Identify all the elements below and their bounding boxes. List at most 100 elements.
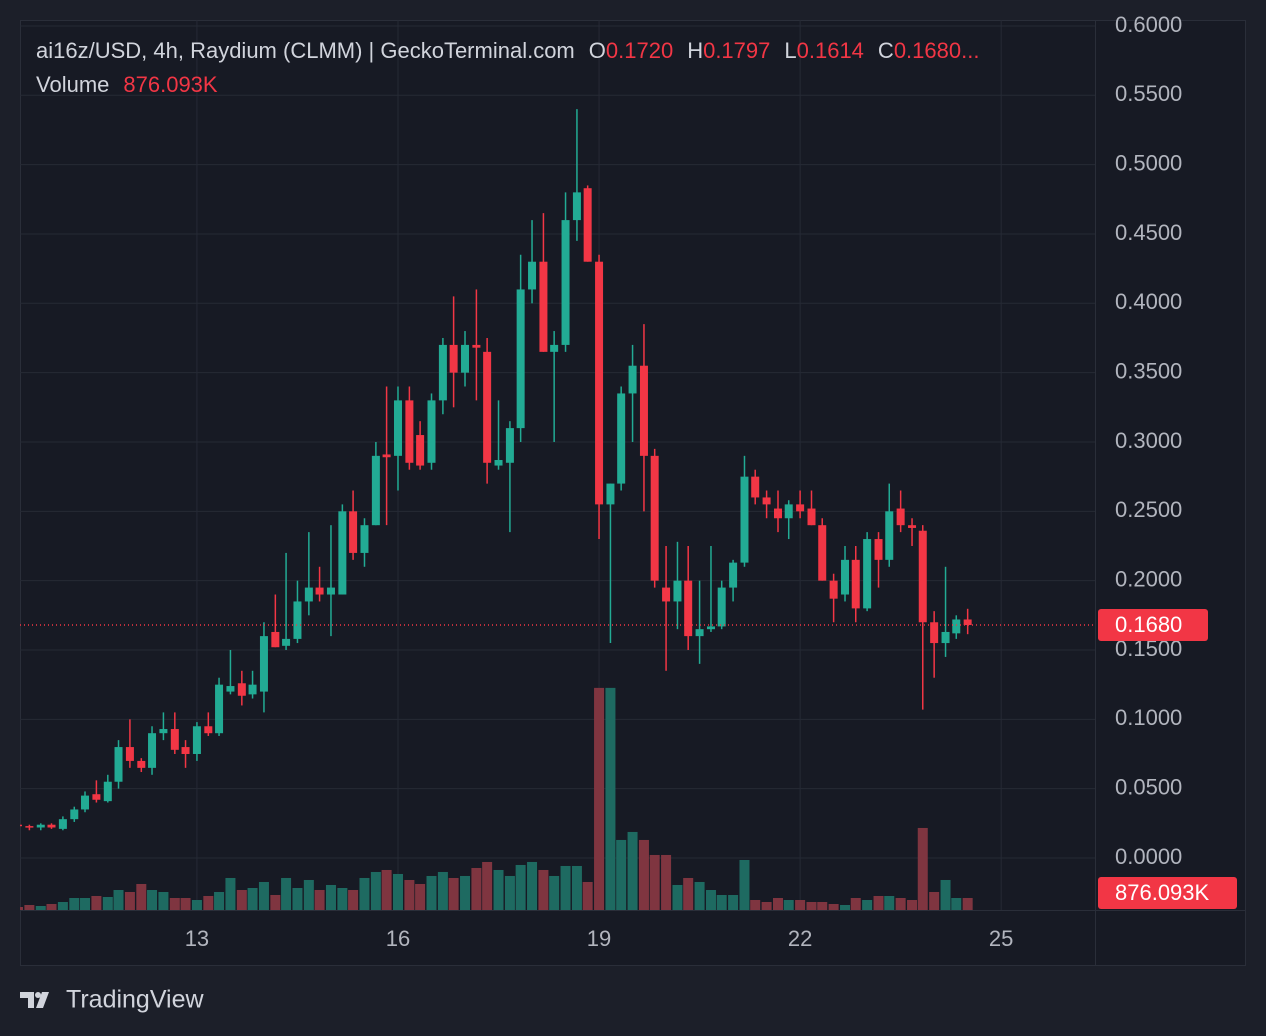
candle-body [740,476,749,563]
volume-bar [191,899,202,910]
volume-bar [649,854,660,910]
candle-body [237,683,246,696]
volume-bar [907,899,918,910]
candle-body [103,781,112,802]
candle-body [595,261,604,505]
volume-bar [292,887,303,910]
x-tick-label: 13 [185,926,209,951]
y-tick-label: 0.0000 [1115,844,1182,869]
low-value: 0.1614 [797,38,864,63]
candle-body [81,795,90,810]
volume-bar [314,889,325,910]
candle-body [315,587,324,595]
candle-body [628,365,637,394]
volume-value: 876.093K [123,72,218,97]
volume-bar [873,895,884,910]
candles [20,109,972,831]
volume-bar [91,895,102,910]
y-tick-label: 0.5500 [1115,81,1182,106]
volume-bar [795,899,806,910]
volume-bar [705,889,716,910]
candle-body [382,454,391,458]
volume-bar [493,869,504,910]
axes: 0.00000.05000.10000.15000.20000.25000.30… [20,12,1237,951]
volume-bar [716,894,727,910]
volume-bar [136,883,147,910]
candle-body [393,400,402,456]
volume-bar [270,894,281,910]
volume-bar [750,899,761,910]
candle-body [472,344,481,348]
candle-body [841,559,850,595]
candle-body [505,428,514,463]
volume-bar [381,869,392,910]
candle-body [684,580,693,637]
candle-body [908,525,917,528]
candle-body [494,460,503,466]
last-volume-box [1098,877,1237,909]
volume-bar [69,897,80,910]
candle-body [650,455,659,581]
volume-bar [661,854,672,910]
volume-bar [951,897,962,910]
candle-body [639,365,648,456]
volume-pane [20,687,973,910]
volume-bar [616,839,627,910]
candle-body [784,504,793,519]
candle-body [125,747,134,761]
candle-body [36,824,45,828]
volume-bar [113,889,124,910]
volume-bar [605,687,616,910]
candle-body [461,344,470,373]
volume-bar [169,897,180,910]
candle-body [438,344,447,401]
volume-bar [527,861,538,910]
candle-body [159,729,168,734]
candle-body [192,726,201,754]
candle-body [204,726,213,734]
candle-body [930,622,939,644]
candle-body [885,511,894,560]
volume-bar [840,904,851,910]
volume-bar [940,879,951,910]
grid [20,20,1095,910]
volume-bar [571,865,582,910]
volume-bar [348,889,359,910]
open-name: O [589,38,606,63]
volume-bar [258,881,269,910]
candle-body [807,508,816,526]
candle-body [114,747,123,782]
volume-bar [281,877,292,910]
candle-body [405,400,414,463]
title: ai16z/USD, 4h, Raydium (CLMM) | GeckoTer… [36,38,575,63]
volume-bar [370,871,381,910]
y-tick-label: 0.0500 [1115,774,1182,799]
volume-bar [404,879,415,910]
y-tick-label: 0.5000 [1115,150,1182,175]
volume-bar [20,906,23,910]
candle-body [673,580,682,602]
candle-body [662,587,671,602]
volume-bar [236,889,247,910]
y-tick-label: 0.3000 [1115,428,1182,453]
volume-bar [448,877,459,910]
high-value: 0.1797 [703,38,770,63]
volume-bar [884,895,895,910]
candle-body [293,601,302,639]
volume-bar [437,871,448,910]
volume-header: Volume 876.093K [36,72,218,97]
last-price-label: 0.1680 [1115,612,1182,637]
volume-bar [683,877,694,910]
volume-bar [392,873,403,910]
candle-body [181,747,190,754]
candle-body [561,220,570,345]
low-name: L [784,38,796,63]
close-name: C [878,38,894,63]
y-tick-label: 0.6000 [1115,12,1182,37]
last-volume-label: 876.093K [1115,880,1210,905]
volume-bar [482,861,493,910]
candle-body [360,525,369,553]
candle-body [259,636,268,692]
candle-body [550,344,559,352]
